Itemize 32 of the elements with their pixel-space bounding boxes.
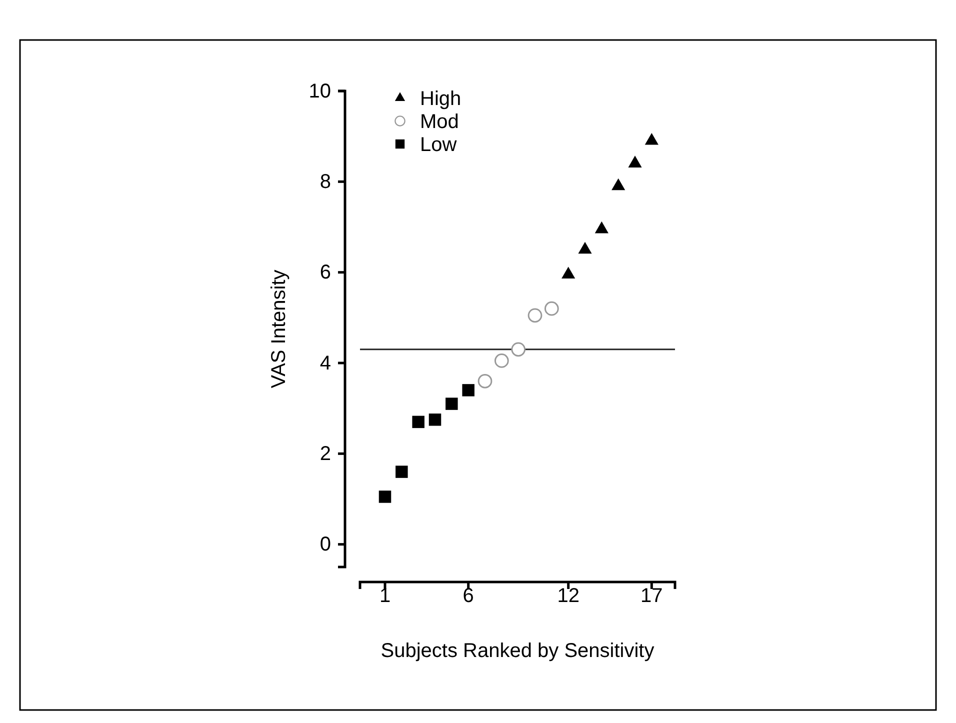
- point: [594, 221, 608, 234]
- point: [544, 301, 559, 316]
- point: [628, 156, 642, 168]
- point: [446, 398, 458, 410]
- y-tick-label: 10: [308, 80, 331, 102]
- y-axis-title: VAS Intensity: [268, 270, 290, 388]
- x-tick-label: 17: [640, 585, 663, 607]
- legend-label: Mod: [420, 111, 459, 133]
- x-tick-label: 1: [379, 585, 391, 607]
- x-tick-label: 6: [462, 585, 474, 607]
- point: [478, 374, 492, 388]
- y-tick-label: 8: [320, 171, 331, 194]
- point: [412, 416, 424, 428]
- point: [462, 384, 474, 396]
- point: [528, 308, 542, 323]
- legend-label: High: [420, 88, 462, 110]
- x-tick-label: 12: [557, 585, 580, 607]
- point: [511, 342, 526, 357]
- point: [396, 466, 408, 478]
- y-tick-label: 0: [320, 534, 331, 556]
- legend-label: Low: [420, 134, 458, 156]
- point: [578, 242, 592, 254]
- point: [612, 178, 626, 190]
- y-tick-label: 6: [320, 262, 331, 284]
- x-axis-title: Subjects Ranked by Sensitivity: [380, 640, 654, 662]
- point: [494, 354, 509, 368]
- point: [378, 490, 392, 503]
- point: [562, 266, 576, 279]
- point: [428, 414, 442, 426]
- y-tick-label: 4: [320, 352, 331, 374]
- point: [644, 133, 658, 145]
- y-tick-label: 2: [320, 443, 331, 466]
